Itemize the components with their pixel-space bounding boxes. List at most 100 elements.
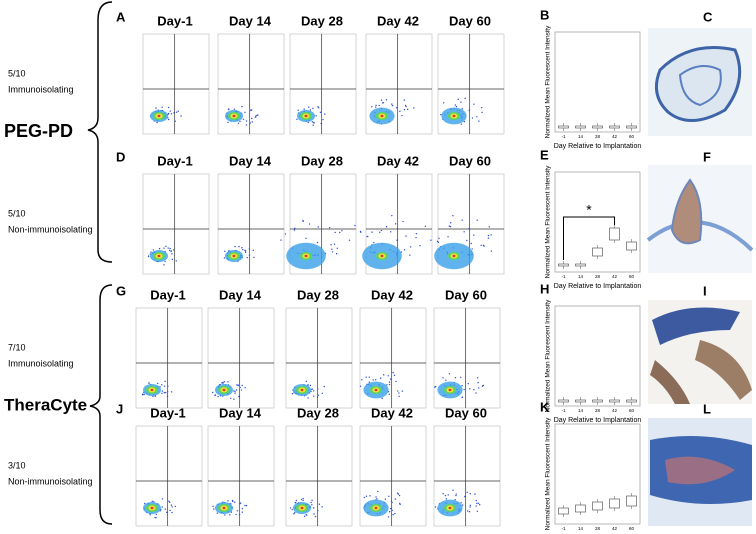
event-dot — [235, 389, 238, 391]
density — [222, 506, 226, 510]
box — [609, 227, 620, 241]
x-tick-label: 42 — [612, 526, 618, 531]
event-dot — [449, 222, 452, 224]
event-dot — [445, 498, 448, 500]
event-dot — [244, 387, 246, 389]
event-dot — [152, 395, 154, 398]
event-dot — [481, 111, 483, 114]
event-dot — [391, 103, 393, 105]
event-dot — [379, 231, 381, 233]
event-dot — [294, 512, 296, 514]
event-dot — [490, 234, 492, 236]
event-dot — [468, 109, 470, 112]
event-dot — [477, 381, 479, 384]
event-dot — [308, 106, 310, 108]
x-tick-label: 14 — [578, 274, 584, 279]
event-dot — [392, 513, 394, 516]
event-dot — [254, 116, 257, 118]
box — [558, 125, 569, 129]
event-dot — [312, 121, 315, 124]
day-label: Day 60 — [449, 13, 491, 28]
count-label: 5/10 — [8, 68, 26, 78]
event-dot — [395, 107, 398, 109]
event-dot — [430, 239, 432, 241]
event-dot — [464, 97, 466, 100]
event-dot — [280, 239, 282, 241]
event-dot — [398, 494, 401, 497]
density — [300, 506, 304, 510]
event-dot — [390, 231, 392, 233]
event-dot — [403, 249, 406, 251]
event-dot — [167, 112, 170, 115]
event-dot — [440, 113, 442, 116]
x-tick-label: 28 — [595, 526, 601, 531]
event-dot — [169, 247, 171, 250]
x-tick-label: 14 — [578, 408, 584, 413]
event-dot — [164, 380, 166, 383]
event-dot — [477, 502, 480, 505]
count-label: 5/10 — [8, 208, 26, 218]
x-tick-label: 28 — [595, 134, 601, 139]
event-dot — [442, 102, 445, 104]
box — [558, 399, 569, 403]
event-dot — [377, 490, 379, 493]
y-axis-label: Normalized Mean Fluorescent Intensity — [545, 25, 552, 138]
event-dot — [149, 514, 151, 516]
event-dot — [147, 255, 150, 258]
event-dot — [239, 502, 242, 504]
condition-label: Non-immunoisolating — [8, 476, 93, 486]
event-dot — [469, 492, 471, 495]
event-dot — [251, 121, 253, 123]
micrograph — [646, 165, 754, 273]
event-dot — [473, 389, 475, 391]
event-dot — [368, 381, 371, 383]
event-dot — [234, 392, 236, 394]
density — [448, 506, 452, 510]
box — [575, 125, 586, 129]
event-dot — [460, 376, 462, 378]
event-dot — [473, 234, 475, 236]
event-dot — [405, 106, 407, 108]
event-dot — [173, 112, 175, 114]
event-dot — [168, 500, 170, 502]
x-tick-label: 60 — [629, 526, 635, 531]
event-dot — [404, 104, 407, 107]
event-dot — [324, 113, 326, 115]
event-dot — [387, 375, 389, 377]
event-dot — [244, 251, 247, 254]
event-dot — [244, 504, 246, 507]
event-dot — [480, 244, 482, 246]
x-tick-label: 28 — [595, 408, 601, 413]
box — [592, 125, 603, 129]
day-label: Day 14 — [219, 405, 262, 420]
event-dot — [390, 500, 393, 502]
event-dot — [419, 245, 421, 247]
event-dot — [315, 115, 317, 117]
event-dot — [460, 502, 462, 504]
box — [626, 241, 637, 251]
event-dot — [476, 377, 479, 379]
event-dot — [312, 124, 314, 126]
event-dot — [323, 385, 325, 388]
event-dot — [475, 505, 477, 507]
day-label: Day 14 — [229, 153, 272, 168]
box — [626, 495, 637, 507]
density — [374, 388, 378, 392]
event-dot — [166, 390, 169, 393]
event-dot — [245, 504, 248, 507]
event-dot — [448, 225, 451, 227]
event-dot — [216, 512, 219, 514]
panel-letter: D — [116, 149, 125, 164]
event-dot — [312, 107, 314, 110]
event-dot — [319, 111, 322, 114]
event-dot — [373, 241, 375, 244]
event-dot — [455, 494, 457, 497]
event-dot — [390, 507, 392, 510]
event-dot — [303, 515, 306, 518]
event-dot — [213, 508, 215, 510]
event-dot — [461, 219, 463, 221]
event-dot — [307, 121, 309, 124]
event-dot — [157, 382, 159, 385]
event-dot — [317, 388, 319, 390]
x-axis-label: Day Relative to Implantation — [554, 417, 642, 424]
